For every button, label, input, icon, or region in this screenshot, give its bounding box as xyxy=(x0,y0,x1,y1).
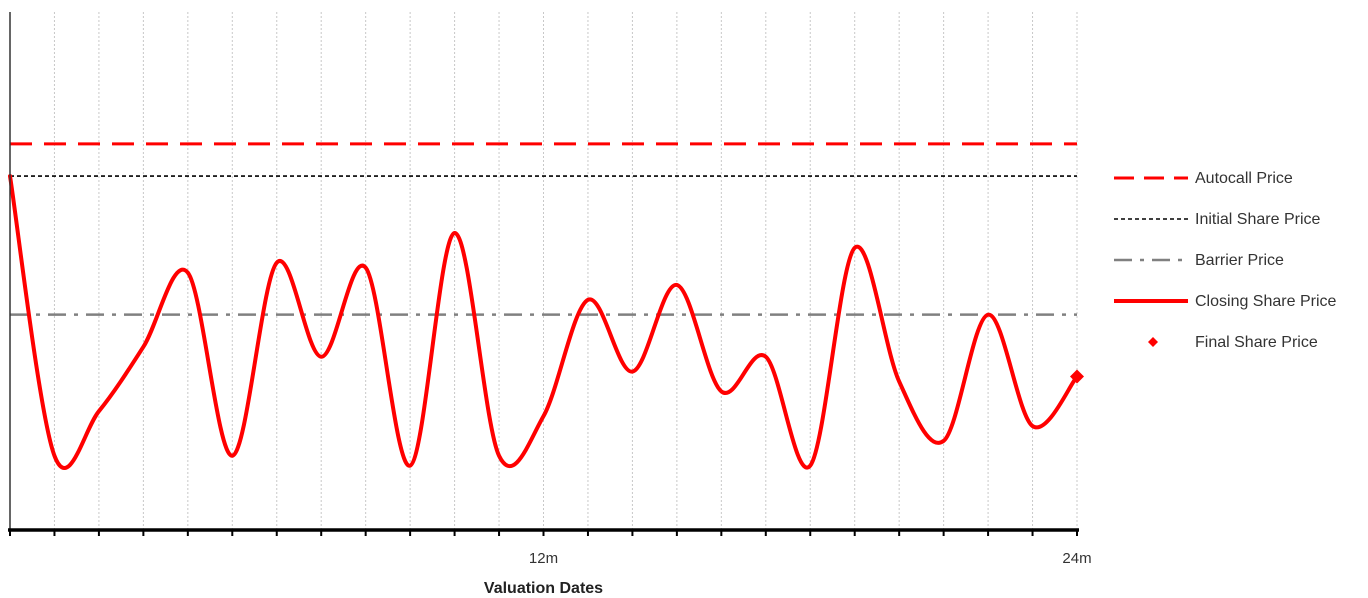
axes: 12m 24m Valuation Dates xyxy=(8,12,1092,597)
legend-swatch-final-share-price xyxy=(1148,337,1158,347)
vertical-grid xyxy=(53,12,1078,530)
legend: Autocall Price Initial Share Price Barrier… xyxy=(1114,170,1337,351)
legend-label-final-share-price: Final Share Price xyxy=(1195,334,1318,351)
series-layer xyxy=(8,174,1084,470)
series-line-closing-share-price xyxy=(8,174,1079,470)
legend-label-closing-share-price: Closing Share Price xyxy=(1195,293,1337,310)
legend-label-initial-share-price: Initial Share Price xyxy=(1195,211,1320,228)
legend-label-autocall-price: Autocall Price xyxy=(1195,170,1293,187)
x-axis-title: Valuation Dates xyxy=(484,580,603,597)
x-axis-ticks xyxy=(9,530,1078,536)
x-axis-tick-labels: 12m 24m xyxy=(529,550,1092,567)
reference-lines xyxy=(10,142,1077,316)
legend-label-barrier-price: Barrier Price xyxy=(1195,252,1284,269)
final-share-price-marker xyxy=(1070,369,1084,384)
x-tick-label-12m: 12m xyxy=(529,550,558,567)
x-tick-label-24m: 24m xyxy=(1062,550,1091,567)
